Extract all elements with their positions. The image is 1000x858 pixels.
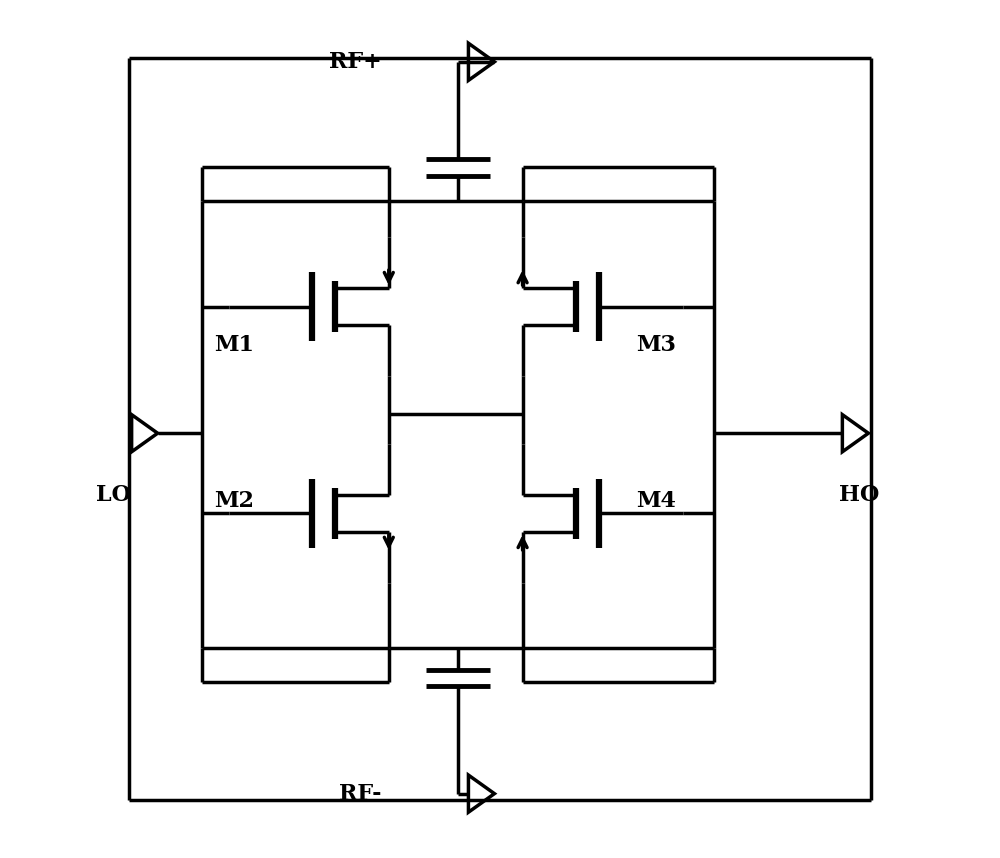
- Text: M1: M1: [214, 334, 254, 355]
- Text: LO: LO: [96, 484, 131, 506]
- Text: RF+: RF+: [329, 51, 382, 73]
- Text: RF-: RF-: [339, 782, 382, 805]
- Text: M4: M4: [636, 490, 676, 511]
- Text: M3: M3: [636, 334, 676, 355]
- Text: HO: HO: [839, 484, 879, 506]
- Text: M2: M2: [214, 490, 254, 511]
